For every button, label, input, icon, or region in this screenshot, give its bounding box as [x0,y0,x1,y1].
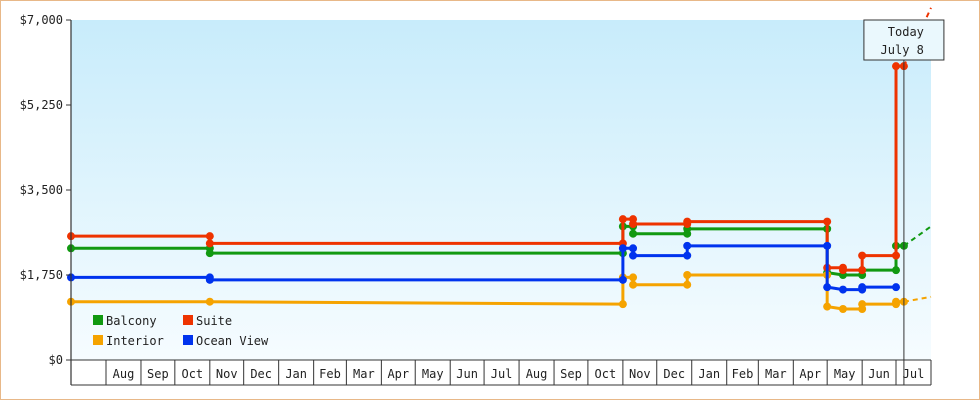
data-point[interactable] [205,249,214,258]
x-tick-label: Jan [698,367,720,381]
data-point[interactable] [823,217,832,226]
legend-swatch [183,335,193,345]
data-point[interactable] [629,251,638,260]
data-point[interactable] [683,241,692,250]
x-tick-label: Jan [285,367,307,381]
x-tick-label: Jul [491,367,513,381]
x-tick-label: Jun [868,367,890,381]
data-point[interactable] [858,266,867,275]
forecast-line [903,225,932,247]
x-tick-label: Mar [353,367,375,381]
data-point[interactable] [838,305,847,313]
data-point[interactable] [683,217,692,226]
data-point[interactable] [892,251,901,260]
series-interior [67,271,932,313]
legend-label: Balcony [106,314,157,328]
x-tick-label: May [422,367,444,381]
data-point[interactable] [858,251,867,260]
data-point[interactable] [838,285,847,294]
data-point[interactable] [858,283,867,292]
y-tick-label: $5,250 [20,98,63,112]
data-point[interactable] [838,266,847,275]
x-tick-label: Jun [456,367,478,381]
legend: Balcony Suite Interior Ocean View [93,314,269,348]
series-line [71,64,904,272]
x-tick-label: Mar [765,367,787,381]
x-tick-label: Oct [181,367,203,381]
y-axis: $0 $1,750 $3,500 $5,250 $7,000 [20,13,72,385]
data-point[interactable] [205,297,214,306]
x-tick-label: Sep [560,367,582,381]
x-tick-label: Feb [732,367,754,381]
y-tick-label: $7,000 [20,13,63,27]
plot-area [71,20,931,360]
data-point[interactable] [683,280,692,289]
legend-swatch [93,315,103,325]
data-point[interactable] [629,244,638,253]
x-tick-label: Aug [526,367,548,381]
data-point[interactable] [823,241,832,250]
data-point[interactable] [205,232,214,241]
data-point[interactable] [205,275,214,284]
x-tick-label: Apr [799,367,821,381]
x-tick-label: Jul [903,367,925,381]
data-point[interactable] [683,251,692,260]
legend-swatch [183,315,193,325]
legend-label: Ocean View [196,334,269,348]
data-point[interactable] [823,283,832,292]
series-ocean-view [67,241,901,294]
legend-label: Interior [106,334,164,348]
x-tick-label: Apr [387,367,409,381]
data-point[interactable] [683,271,692,279]
x-tick-label: May [834,367,856,381]
x-tick-label: Sep [147,367,169,381]
data-point[interactable] [629,229,638,238]
data-point[interactable] [618,244,627,253]
data-point[interactable] [629,220,638,228]
data-point[interactable] [618,300,627,309]
x-tick-label: Nov [216,367,238,381]
today-marker: Today July 8 [863,19,945,385]
data-point[interactable] [892,297,901,306]
x-tick-label: Nov [629,367,651,381]
x-tick-label: Dec [663,367,685,381]
data-point[interactable] [629,273,638,282]
series-suite [67,7,932,275]
legend-swatch [93,335,103,345]
y-tick-label: $0 [49,353,63,367]
x-tick-label: Aug [113,367,135,381]
x-tick-label: Feb [319,367,341,381]
data-point[interactable] [205,239,214,248]
data-point[interactable] [618,215,627,224]
today-label: Today [888,25,924,39]
x-axis: Aug Sep Oct Nov Dec Jan Feb Mar Apr May Jun Jul Aug S… [71,359,932,386]
data-point[interactable] [629,280,638,289]
data-point[interactable] [892,283,901,292]
data-point[interactable] [892,62,901,71]
x-tick-label: Oct [595,367,617,381]
y-tick-label: $1,750 [20,268,63,282]
series-layer [67,7,932,313]
data-point[interactable] [858,300,867,309]
x-tick-label: Dec [250,367,272,381]
legend-label: Suite [196,314,232,328]
data-point[interactable] [618,275,627,284]
data-point[interactable] [823,302,832,311]
series-line [71,273,904,311]
forecast-line [903,295,932,303]
y-tick-label: $3,500 [20,183,63,197]
data-point[interactable] [892,266,901,275]
today-date: July 8 [881,43,924,57]
